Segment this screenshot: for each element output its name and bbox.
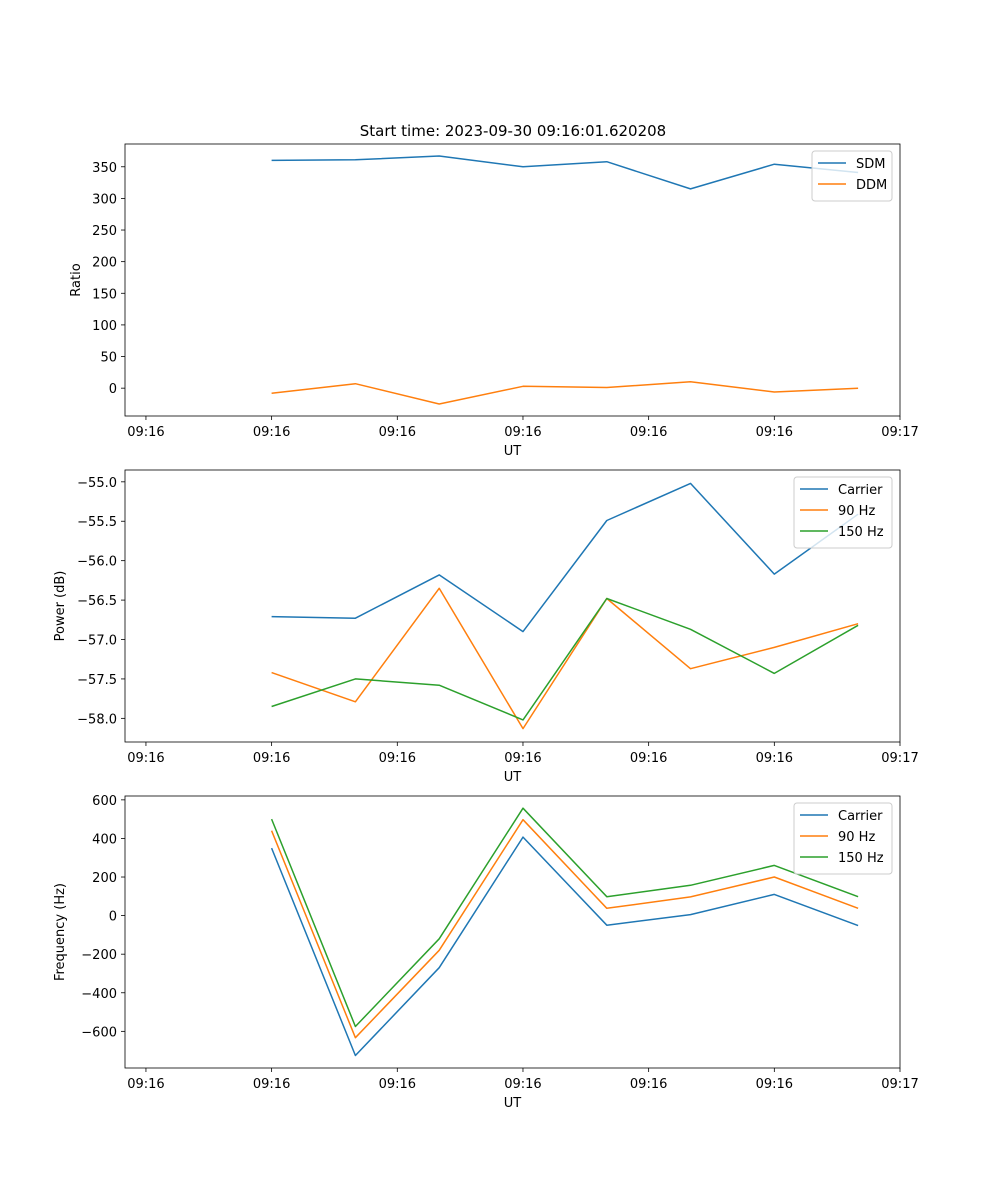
- x-tick-label: 09:17: [881, 425, 918, 440]
- y-tick-label: 200: [92, 871, 117, 886]
- x-tick-label: 09:16: [630, 751, 667, 766]
- y-tick-label: 0: [109, 382, 117, 397]
- y-tick-label: −57.5: [77, 673, 117, 688]
- x-tick-label: 09:16: [630, 425, 667, 440]
- x-tick-label: 09:16: [127, 425, 164, 440]
- y-tick-label: 100: [92, 319, 117, 334]
- x-tick-label: 09:17: [881, 751, 918, 766]
- x-tick-label: 09:16: [379, 751, 416, 766]
- axes-frame: [124, 469, 901, 743]
- legend: Carrier 90 Hz 150 Hz: [793, 802, 893, 875]
- x-tick-label: 09:16: [127, 751, 164, 766]
- x-tick-label: 09:16: [379, 425, 416, 440]
- legend-label: Carrier: [838, 483, 883, 498]
- y-tick-label: 50: [100, 351, 117, 366]
- y-tick-label: −57.0: [77, 634, 117, 649]
- y-tick-label: −400: [81, 987, 117, 1002]
- x-tick-label: 09:16: [253, 1077, 290, 1092]
- legend-label: SDM: [856, 157, 885, 172]
- legend-label: Carrier: [838, 809, 883, 824]
- x-tick-label: 09:16: [504, 1077, 541, 1092]
- x-tick-label: 09:17: [881, 1077, 918, 1092]
- y-tick-label: −58.0: [77, 712, 117, 727]
- x-tick-label: 09:16: [379, 1077, 416, 1092]
- x-tick-label: 09:16: [253, 425, 290, 440]
- y-axis: −58.0 −57.5 −57.0 −56.5 −56.0 −55.5 −55.0 Power…: [53, 476, 125, 727]
- y-tick-label: 300: [92, 192, 117, 207]
- series-line-90-hz: [270, 818, 859, 1039]
- y-tick-label: 0: [109, 910, 117, 925]
- x-axis-label: UT: [504, 444, 522, 459]
- y-axis: −600 −400 −200 0 200 400 600 Frequency (Hz): [53, 794, 125, 1040]
- y-tick-label: −55.5: [77, 515, 117, 530]
- x-tick-label: 09:16: [756, 751, 793, 766]
- y-axis-label: Frequency (Hz): [53, 883, 68, 981]
- x-tick-label: 09:16: [756, 1077, 793, 1092]
- legend-label: 90 Hz: [838, 504, 875, 519]
- chart-panel-3: 09:16 09:16 09:16 09:16 09:16 09:16 09:17 UT −60…: [53, 794, 919, 1111]
- x-tick-label: 09:16: [630, 1077, 667, 1092]
- x-tick-label: 09:16: [504, 425, 541, 440]
- legend-label: 90 Hz: [838, 830, 875, 845]
- y-tick-label: 600: [92, 794, 117, 809]
- chart-panel-2: 09:16 09:16 09:16 09:16 09:16 09:16 09:17 UT −58…: [53, 469, 919, 785]
- series-line-carrier: [271, 482, 859, 633]
- y-tick-label: 350: [92, 161, 117, 176]
- axes-frame: [124, 795, 901, 1069]
- x-tick-label: 09:16: [127, 1077, 164, 1092]
- x-axis: 09:16 09:16 09:16 09:16 09:16 09:16 09:17 UT: [127, 1068, 919, 1111]
- y-tick-label: −55.0: [77, 476, 117, 491]
- y-tick-label: 200: [92, 256, 117, 271]
- y-tick-label: 150: [92, 287, 117, 302]
- y-tick-label: −600: [81, 1025, 117, 1040]
- series-line-ddm: [271, 381, 859, 405]
- series-line-sdm: [271, 155, 859, 190]
- x-tick-label: 09:16: [253, 751, 290, 766]
- x-tick-label: 09:16: [504, 751, 541, 766]
- series-line-150-hz: [271, 597, 859, 721]
- chart-panel-1: 09:16 09:16 09:16 09:16 09:16 09:16 09:17 UT 0 50…: [69, 143, 919, 459]
- x-tick-label: 09:16: [756, 425, 793, 440]
- x-axis: 09:16 09:16 09:16 09:16 09:16 09:16 09:17 UT: [127, 416, 919, 459]
- x-axis: 09:16 09:16 09:16 09:16 09:16 09:16 09:17 UT: [127, 742, 919, 785]
- y-axis-label: Power (dB): [53, 571, 68, 642]
- series-line-90-hz: [271, 587, 859, 730]
- series-line-150-hz: [270, 807, 859, 1028]
- legend-label: 150 Hz: [838, 851, 884, 866]
- y-tick-label: 250: [92, 224, 117, 239]
- legend-label: DDM: [856, 178, 887, 193]
- y-axis: 0 50 100 150 200 250 300 350 Ratio: [69, 161, 125, 397]
- y-axis-label: Ratio: [69, 263, 84, 296]
- x-axis-label: UT: [504, 770, 522, 785]
- y-tick-label: −200: [81, 948, 117, 963]
- chart-panels: 09:16 09:16 09:16 09:16 09:16 09:16 09:17 UT 0 50…: [53, 143, 919, 1111]
- y-tick-label: 400: [92, 832, 117, 847]
- legend: SDM DDM: [811, 150, 893, 202]
- legend: Carrier 90 Hz 150 Hz: [793, 476, 893, 549]
- series-line-carrier: [270, 836, 859, 1057]
- y-tick-label: −56.0: [77, 555, 117, 570]
- y-tick-label: −56.5: [77, 594, 117, 609]
- x-axis-label: UT: [504, 1096, 522, 1111]
- legend-label: 150 Hz: [838, 525, 884, 540]
- figure-title: Start time: 2023-09-30 09:16:01.620208: [360, 122, 666, 140]
- axes-frame: [124, 143, 901, 417]
